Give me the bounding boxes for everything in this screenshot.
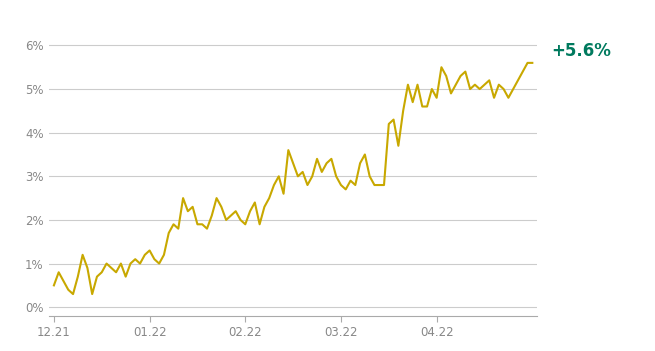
Text: +5.6%: +5.6% <box>552 42 612 60</box>
